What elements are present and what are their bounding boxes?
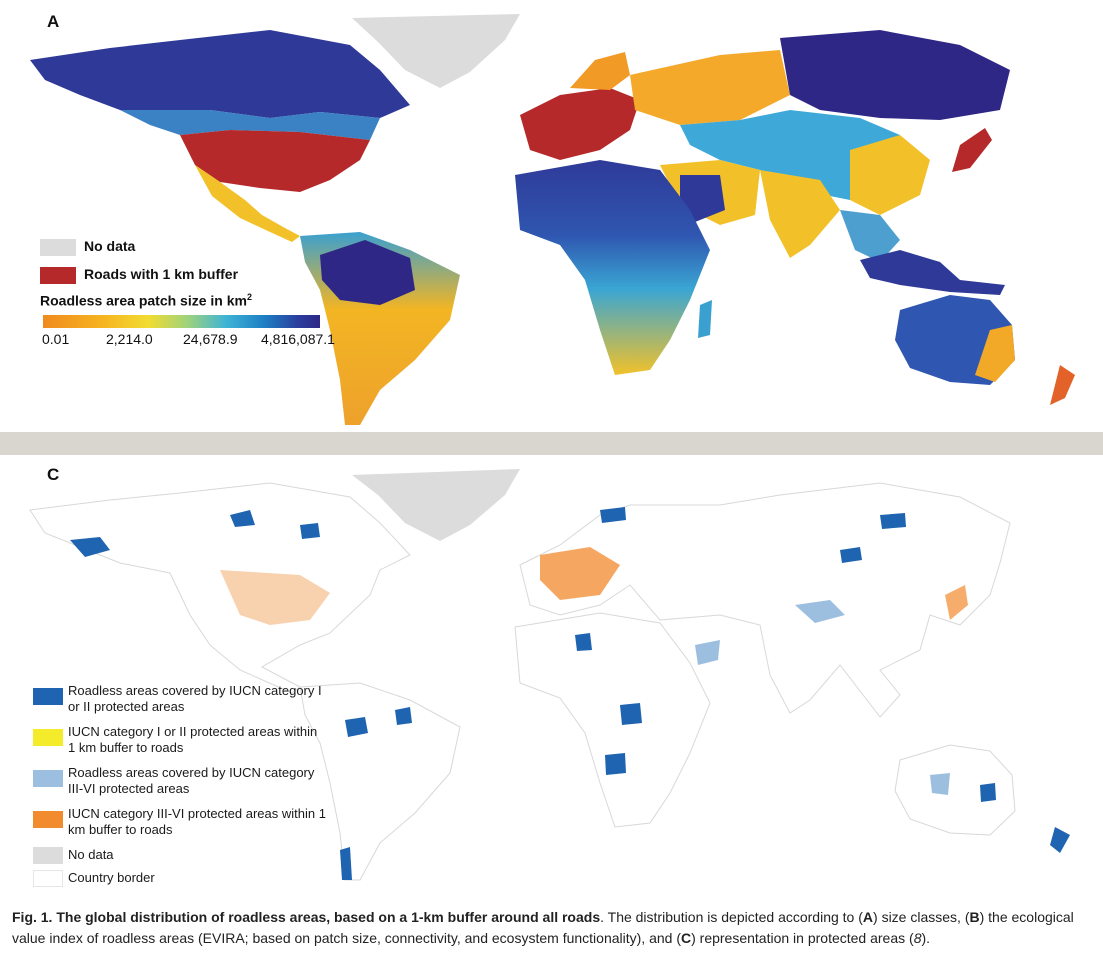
- legend-no-data-swatch: [40, 238, 76, 256]
- legend-roads-swatch: [40, 266, 76, 284]
- ramp-tick-label: 24,678.9: [183, 331, 238, 347]
- protected-cat1-siberia: [880, 513, 906, 529]
- protected-cat1-africa-3: [605, 753, 626, 775]
- protected-cat1-amazon: [345, 717, 368, 737]
- legend-no-data: No data: [40, 238, 135, 256]
- protected-cat1-canada: [230, 510, 255, 527]
- mexico: [195, 165, 300, 242]
- protected-cat1-amazon-2: [395, 707, 412, 725]
- protected-cat1-alaska: [70, 537, 110, 557]
- ramp-tick-label: 2,214.0: [106, 331, 153, 347]
- australia-coast: [975, 325, 1015, 382]
- panel-c-letter: C: [47, 465, 60, 484]
- legend-roads: Roads with 1 km buffer: [40, 266, 238, 284]
- panel-divider: [0, 432, 1103, 455]
- caption-ref-a: A: [862, 909, 874, 925]
- protected-cat1-russia: [840, 547, 862, 563]
- caption-text: ) size classes, (: [873, 909, 970, 925]
- color-ramp: [43, 315, 320, 328]
- amazon: [320, 240, 415, 305]
- protected-cat1-nz: [1050, 827, 1070, 853]
- ramp-tick-label: 4,816,087.1: [261, 331, 335, 347]
- caption-ref-c: C: [680, 930, 692, 946]
- usa-roads-buffer: [220, 570, 330, 625]
- panel-a-map: A No data Roads with 1 km buffer Roadles…: [0, 0, 1103, 432]
- siberia: [780, 30, 1010, 120]
- legend-scale-title: Roadless area patch size in km2: [40, 292, 252, 309]
- legend-swatch: [33, 811, 63, 828]
- legend-no-data-label: No data: [84, 238, 136, 254]
- protected-cat1-australia: [980, 783, 996, 802]
- scandinavia: [570, 52, 630, 90]
- greenland-nodata: [352, 14, 520, 88]
- caption-text: ) representation in protected areas (: [691, 930, 914, 946]
- protected-cat3-asia: [795, 600, 845, 623]
- legend-swatch: [33, 770, 63, 787]
- legend-label: Roadless areas covered by IUCN category …: [68, 765, 315, 796]
- caption-text: ) the ecological value index of roadless…: [12, 909, 1074, 946]
- eurasia-outline: [519, 482, 1011, 718]
- new-zealand: [1050, 365, 1075, 405]
- roadless-size-map: [30, 14, 1075, 425]
- caption-citation: 8: [913, 930, 922, 946]
- legend-label: IUCN category I or II protected areas wi…: [68, 724, 318, 755]
- legend-label: IUCN category III-VI protected areas wit…: [68, 806, 326, 837]
- panel-a-letter: A: [47, 12, 60, 31]
- central-asia: [680, 110, 900, 200]
- se-asia: [840, 210, 900, 262]
- protected-cat1-canada-2: [300, 523, 320, 539]
- protected-cat3-arabia: [695, 640, 720, 665]
- canada-mid: [120, 110, 380, 140]
- north-america-north: [30, 30, 410, 120]
- protected-areas-map: [29, 469, 1070, 881]
- europe-roads: [520, 88, 640, 160]
- usa-roads: [180, 130, 370, 192]
- north-america-outline: [29, 482, 411, 694]
- protected-cat1-africa: [575, 633, 592, 651]
- legend-scale-title-sup: 2: [246, 292, 252, 302]
- legend-label: Country border: [68, 870, 155, 885]
- india: [760, 170, 840, 258]
- japan-roads-buffer: [945, 585, 968, 620]
- caption-ref-b: B: [969, 909, 980, 925]
- legend-label: No data: [68, 847, 114, 862]
- europe-roads-buffer: [540, 547, 620, 600]
- protected-cat3-australia: [930, 773, 950, 795]
- madagascar: [698, 300, 712, 338]
- caption-heading: Fig. 1. The global distribution of roadl…: [12, 909, 601, 925]
- protected-cat1-africa-2: [620, 703, 642, 725]
- japan-roads: [952, 128, 992, 172]
- legend-swatch: [33, 870, 63, 887]
- arabia: [680, 175, 725, 222]
- protected-cat1-chile: [340, 847, 352, 880]
- legend-swatch: [33, 847, 63, 864]
- ramp-tick-label: 0.01: [42, 331, 70, 347]
- legend-label: Roadless areas covered by IUCN category …: [68, 683, 322, 714]
- caption-text: . The distribution is depicted according…: [600, 909, 863, 925]
- africa-outline: [514, 612, 711, 828]
- protected-cat1-scandinavia: [600, 507, 626, 523]
- australia-outline: [894, 744, 1016, 836]
- africa: [515, 160, 710, 375]
- indonesia: [860, 250, 1005, 295]
- greenland-nodata: [352, 469, 520, 541]
- legend-scale-title-text: Roadless area patch size in km: [40, 292, 247, 309]
- caption-text: ).: [921, 930, 931, 946]
- panel-c-map: C Roadless areas covered by IUCN categor…: [0, 455, 1103, 890]
- figure-caption: Fig. 1. The global distribution of roadl…: [12, 907, 1102, 949]
- china-east: [850, 135, 930, 215]
- south-america-outline: [299, 682, 461, 881]
- legend-roads-label: Roads with 1 km buffer: [84, 266, 239, 282]
- legend-swatch: [33, 688, 63, 705]
- legend-swatch: [33, 729, 63, 746]
- russia-west: [630, 50, 790, 125]
